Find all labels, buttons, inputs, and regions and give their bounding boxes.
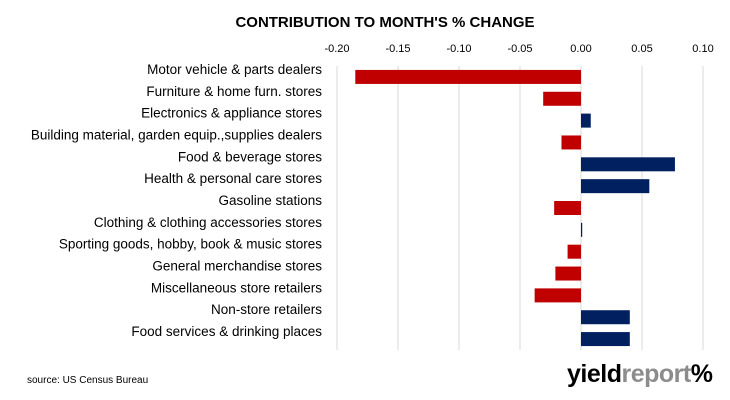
- logo-word-yield: yield: [567, 360, 622, 388]
- bar: [355, 69, 581, 84]
- category-label: Electronics & appliance stores: [141, 106, 322, 121]
- category-label: Food & beverage stores: [178, 149, 322, 164]
- bar: [543, 91, 581, 106]
- logo-percent-icon: %: [690, 360, 713, 388]
- bar: [581, 332, 630, 347]
- x-tick-label: -0.05: [507, 43, 532, 55]
- bar: [561, 135, 581, 150]
- source-note: source: US Census Bureau: [27, 375, 149, 386]
- category-label: Food services & drinking places: [131, 324, 322, 339]
- category-label: General merchandise stores: [152, 259, 322, 274]
- category-label: Gasoline stations: [218, 193, 322, 208]
- yieldreport-logo: yieldreport%: [567, 360, 713, 389]
- bar: [534, 288, 581, 303]
- chart-title: CONTRIBUTION TO MONTH'S % CHANGE: [235, 14, 534, 31]
- bar: [555, 266, 581, 281]
- x-tick-label: -0.15: [385, 43, 410, 55]
- x-tick-label: -0.10: [446, 43, 471, 55]
- x-tick-label: 0.05: [631, 43, 652, 55]
- gridlines: [336, 66, 704, 350]
- bar: [554, 201, 581, 215]
- category-labels: Motor vehicle & parts dealers Furniture &…: [31, 62, 322, 339]
- bar: [581, 113, 591, 128]
- bars: [355, 69, 675, 347]
- x-tick-labels: -0.20 -0.15 -0.10 -0.05 0.00 0.05 0.10: [324, 43, 713, 55]
- category-label: Clothing & clothing accessories stores: [94, 215, 322, 230]
- bar: [581, 179, 650, 194]
- bar: [567, 244, 581, 259]
- bar: [581, 310, 630, 325]
- category-label: Building material, garden equip.,supplie…: [31, 127, 322, 142]
- x-tick-label: -0.20: [324, 43, 349, 55]
- category-label: Furniture & home furn. stores: [146, 84, 322, 99]
- logo-word-report: report: [621, 360, 691, 388]
- category-label: Sporting goods, hobby, book & music stor…: [59, 237, 322, 252]
- category-label: Non-store retailers: [211, 302, 322, 317]
- x-tick-label: 0.00: [570, 43, 591, 55]
- category-label: Health & personal care stores: [144, 171, 322, 186]
- category-label: Motor vehicle & parts dealers: [147, 62, 322, 77]
- x-tick-label: 0.10: [692, 43, 713, 55]
- bar: [581, 222, 583, 237]
- bar: [581, 157, 675, 172]
- category-label: Miscellaneous store retailers: [151, 280, 322, 295]
